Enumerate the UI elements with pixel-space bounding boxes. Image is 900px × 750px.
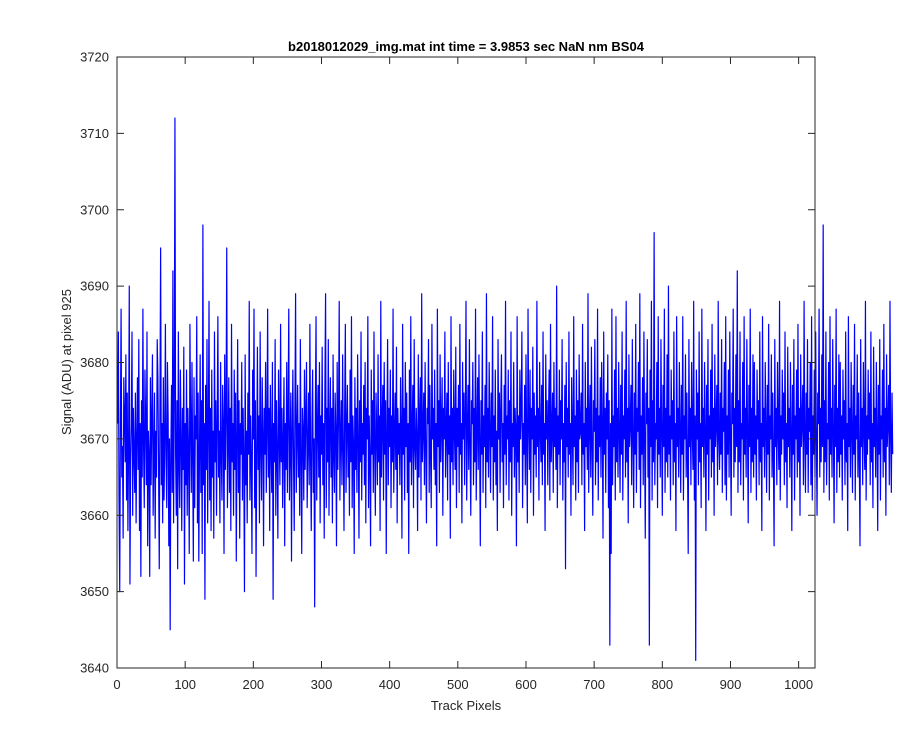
series-layer (117, 117, 894, 661)
x-tick-label: 700 (583, 677, 605, 692)
y-tick-label: 3700 (80, 202, 109, 217)
x-tick-label: 0 (113, 677, 120, 692)
x-tick-label: 800 (651, 677, 673, 692)
x-tick-label: 300 (311, 677, 333, 692)
series-line (117, 117, 894, 661)
chart-title: b2018012029_img.mat int time = 3.9853 se… (288, 39, 645, 54)
y-axis-label: Signal (ADU) at pixel 925 (59, 289, 74, 435)
y-tick-label: 3680 (80, 355, 109, 370)
y-tick-label: 3670 (80, 431, 109, 446)
x-axis: 0 100 200 300 400 500 600 700 800 900 1000 (113, 57, 813, 692)
y-tick-label: 3690 (80, 279, 109, 294)
x-tick-label: 100 (174, 677, 196, 692)
x-tick-label: 500 (447, 677, 469, 692)
y-axis: 3640 3650 3660 3670 3680 3690 3700 3710 3720 (80, 50, 815, 676)
y-tick-label: 3720 (80, 50, 109, 65)
y-tick-label: 3660 (80, 508, 109, 523)
x-tick-label: 200 (242, 677, 264, 692)
x-tick-label: 1000 (784, 677, 813, 692)
x-axis-label: Track Pixels (431, 698, 502, 713)
y-tick-label: 3640 (80, 661, 109, 676)
y-tick-label: 3710 (80, 126, 109, 141)
x-tick-label: 600 (515, 677, 537, 692)
x-tick-label: 900 (720, 677, 742, 692)
y-tick-label: 3650 (80, 584, 109, 599)
x-tick-label: 400 (379, 677, 401, 692)
